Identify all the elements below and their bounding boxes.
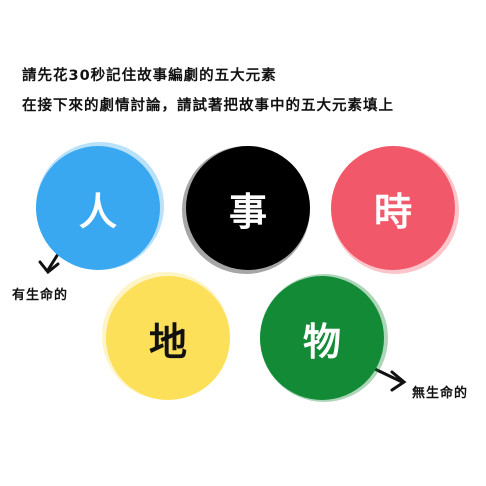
element-object-label: 物 (302, 318, 341, 364)
element-event-circle: 事 (182, 146, 310, 274)
instruction-line-2: 在接下來的劇情討論，請試著把故事中的五大元素填上 (22, 98, 394, 114)
instruction-line-1: 請先花30秒記住故事編劇的五大元素 (22, 68, 277, 84)
element-time-circle: 時 (331, 146, 459, 274)
element-people-label: 人 (78, 188, 117, 234)
element-event-label: 事 (228, 188, 267, 234)
nonliving-label: 無生命的 (412, 386, 469, 401)
element-place-label: 地 (148, 318, 187, 364)
element-object-circle: 物 (260, 274, 388, 402)
element-people-circle: 人 (36, 142, 164, 270)
element-place-circle: 地 (102, 272, 230, 400)
element-time-label: 時 (373, 188, 412, 234)
living-label: 有生命的 (12, 288, 69, 303)
